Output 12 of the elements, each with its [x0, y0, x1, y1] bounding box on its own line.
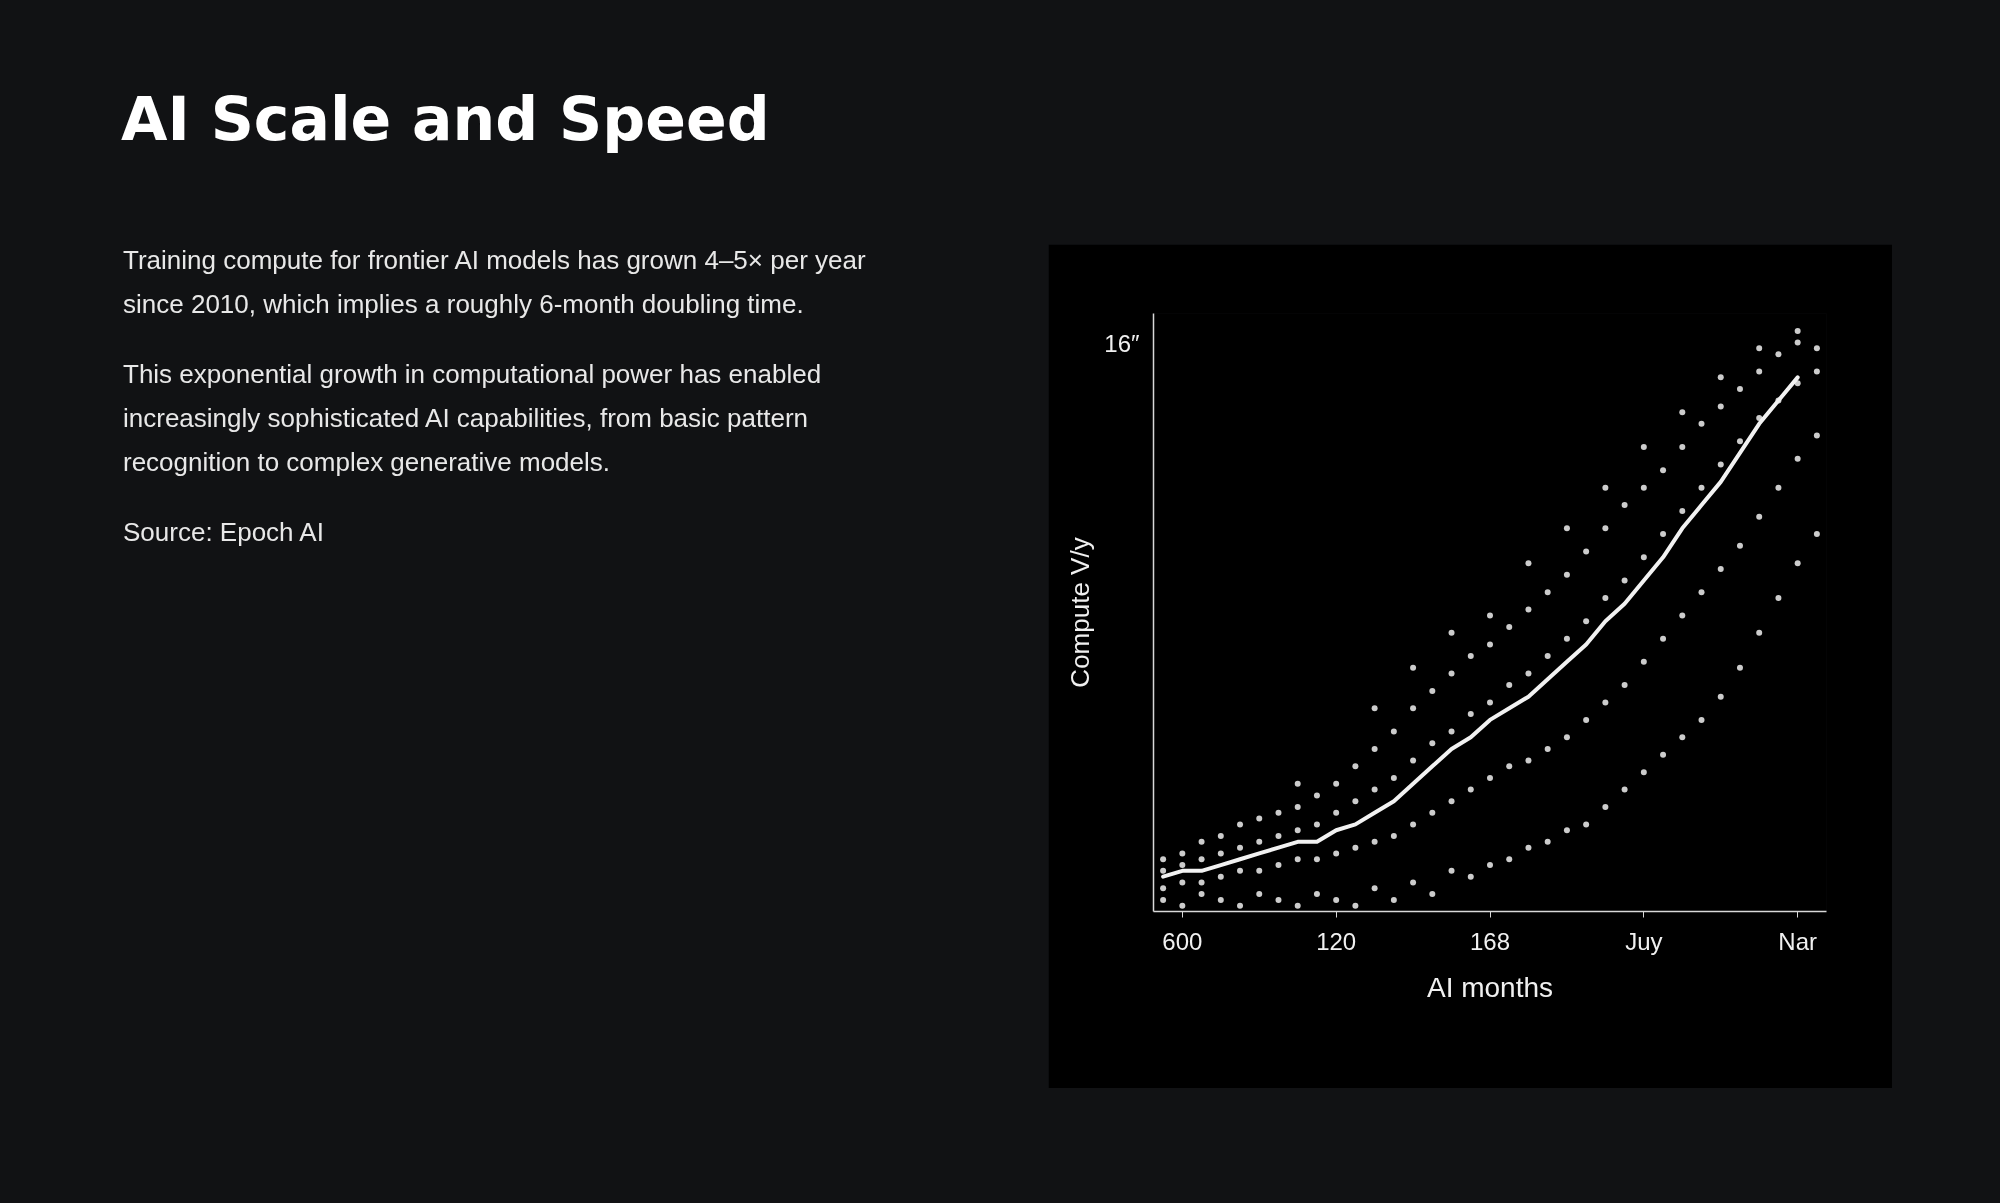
source-note: Source: Epoch AI: [123, 516, 325, 549]
y-axis-title: Compute V/y: [1065, 537, 1096, 688]
text: Training compute for frontier AI models has grown 4–5× per year since 2010, which implies a roughly 6-month doubling time.: [123, 244, 867, 321]
text: 16″: [1104, 329, 1140, 357]
text: AI Scale and Speed: [121, 83, 770, 155]
x-tick-label: 120: [1316, 927, 1357, 955]
text: This exponential growth in computational power has enabled increasingly sophisticated AI capabilities, from basic pattern recognition to complex generative models.: [123, 358, 823, 479]
x-tick-label: 168: [1469, 927, 1511, 955]
x-axis-title: AI months: [1426, 971, 1554, 1003]
x-tick-label: 600: [1162, 927, 1203, 955]
x-tick-label: Nar: [1778, 927, 1817, 955]
x-tick-label: Juy: [1625, 927, 1663, 955]
